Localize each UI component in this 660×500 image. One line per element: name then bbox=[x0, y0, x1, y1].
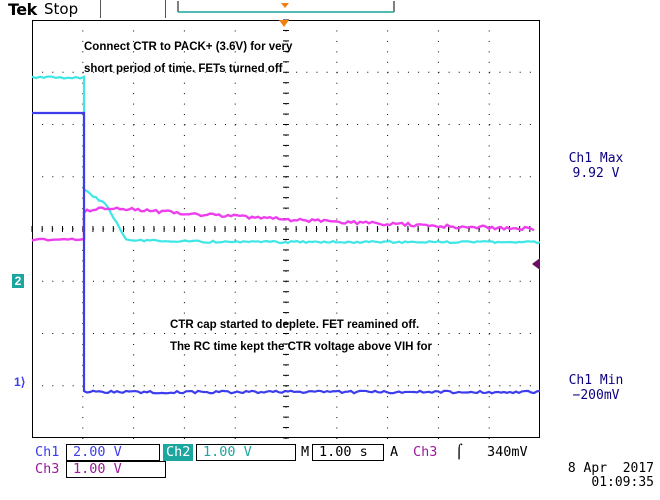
ch2-scale[interactable]: 1.00 V bbox=[196, 444, 296, 461]
ch1-min-measurement: Ch1 Min −200mV bbox=[556, 373, 636, 403]
trigger-point-icon bbox=[279, 20, 289, 27]
annotation-bottom: CTR cap started to deplete. FET reamined… bbox=[170, 314, 432, 358]
ch1-ground-label: 1 bbox=[14, 375, 21, 389]
trigger-mode-label: A bbox=[387, 444, 401, 461]
ch3-level-marker-icon bbox=[532, 258, 540, 270]
timestamp: 8 Apr 2017 01:09:35 bbox=[568, 462, 654, 490]
record-position-indicator bbox=[176, 0, 396, 14]
ch2-ground-marker[interactable]: 2 bbox=[12, 274, 24, 288]
measurement-value: −200mV bbox=[556, 388, 636, 403]
measurement-value: 9.92 V bbox=[556, 166, 636, 181]
ch2-trace bbox=[32, 76, 540, 243]
graticule bbox=[32, 20, 540, 439]
annotation-top: Connect CTR to PACK+ (3.6V) for very sho… bbox=[84, 36, 292, 80]
measurement-label: Ch1 Max bbox=[556, 151, 636, 166]
settings-row-1: Ch1 2.00 V Ch2 1.00 V M 1.00 s A Ch3 ⌠ 3… bbox=[0, 444, 540, 461]
acquisition-status: Stop bbox=[44, 0, 78, 18]
ch1-ground-arrow-icon: ⟩ bbox=[21, 375, 26, 389]
measurement-label: Ch1 Min bbox=[556, 373, 636, 388]
ch2-label: Ch2 bbox=[163, 444, 193, 461]
time-label: 01:09:35 bbox=[568, 476, 654, 490]
trigger-level[interactable]: 340mV bbox=[484, 444, 531, 461]
ch3-scale[interactable]: 1.00 V bbox=[66, 461, 166, 478]
timebase-value[interactable]: 1.00 s bbox=[312, 444, 384, 461]
status-divider bbox=[165, 0, 166, 18]
status-divider bbox=[100, 0, 101, 18]
ch3-trace bbox=[32, 208, 534, 241]
trigger-source[interactable]: Ch3 bbox=[410, 444, 440, 461]
ch1-label: Ch1 bbox=[32, 444, 62, 461]
ch1-scale[interactable]: 2.00 V bbox=[66, 444, 160, 461]
waveform-display[interactable] bbox=[32, 20, 540, 438]
trigger-slope-icon[interactable]: ⌠ bbox=[452, 444, 466, 461]
ch1-ground-marker[interactable]: 1⟩ bbox=[14, 375, 32, 389]
date-label: 8 Apr 2017 bbox=[568, 462, 654, 476]
trigger-position-icon bbox=[281, 3, 289, 8]
ch1-max-measurement: Ch1 Max 9.92 V bbox=[556, 151, 636, 181]
tek-logo: Tek bbox=[8, 0, 37, 19]
settings-row-2: Ch3 1.00 V bbox=[0, 461, 300, 478]
timebase-label: M bbox=[298, 444, 312, 461]
ch3-label: Ch3 bbox=[32, 461, 62, 478]
